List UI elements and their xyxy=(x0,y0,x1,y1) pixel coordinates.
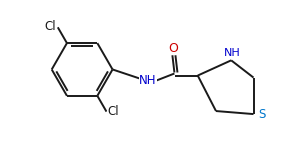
Text: NH: NH xyxy=(224,48,240,58)
Text: S: S xyxy=(259,108,266,121)
Text: O: O xyxy=(168,42,178,55)
Text: Cl: Cl xyxy=(108,105,119,118)
Text: NH: NH xyxy=(139,74,157,87)
Text: Cl: Cl xyxy=(44,20,56,33)
